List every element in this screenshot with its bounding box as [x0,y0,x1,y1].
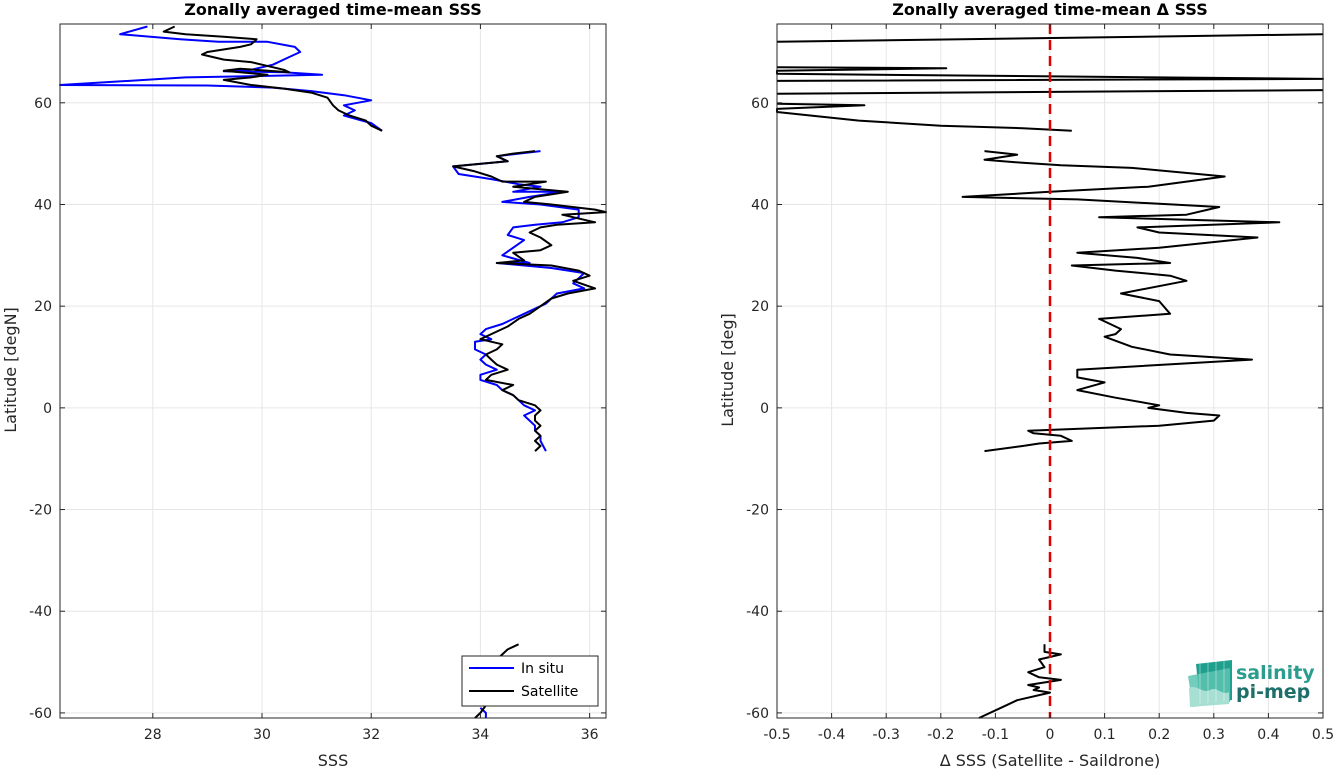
delta-sss-series-delta-line [978,644,1062,719]
logo-wave-icon [1188,660,1232,707]
delta-sss-series-delta-line [776,33,1324,43]
delta-sss-y-tick-label: -40 [746,604,769,620]
sss-series-in-situ-line [59,25,383,132]
legend: In situ Satellite [461,655,599,707]
delta-sss-x-tick-label: -0.5 [763,727,790,743]
sss-y-tick-label: -60 [29,706,52,722]
sss-x-tick-label: 36 [581,727,599,743]
delta-sss-y-tick-label: 0 [760,401,769,417]
sss-y-tick-label: 20 [34,299,52,315]
legend-satellite-label: Satellite [521,684,578,700]
delta-sss-y-tick-label: -60 [746,706,769,722]
sss-x-axis-label: SSS [318,751,348,769]
sss-ticks: 28 30 32 34 36 -60 -40 -20 0 20 40 60 [29,24,606,743]
sss-y-tick-label: 60 [34,96,52,112]
delta-sss-series-delta-line [961,150,1281,453]
logo-text-salinity: salinity [1236,662,1315,684]
delta-sss-y-axis-label: Latitude [deg] [718,313,737,427]
salinity-pi-mep-logo: salinity pi-mep [1188,660,1315,707]
sss-series-satellite-line [162,25,383,132]
sss-y-tick-label: -20 [29,503,52,519]
delta-sss-x-axis-label: Δ SSS (Satellite - Saildrone) [940,751,1161,769]
sss-x-tick-label: 32 [362,727,380,743]
delta-sss-y-tick-label: 40 [751,197,769,213]
sss-y-tick-label: 40 [34,197,52,213]
delta-sss-title: Zonally averaged time-mean Δ SSS [892,0,1208,19]
logo-text-pi-mep: pi-mep [1236,681,1310,703]
delta-sss-panel: -0.5 -0.4 -0.3 -0.2 -0.1 0 0.1 0.2 0.3 0.4 0.5 -60 -… [718,0,1334,769]
delta-sss-x-tick-label: -0.4 [818,727,845,743]
sss-series-satellite-line [452,150,607,452]
delta-sss-x-tick-label: 0.2 [1148,727,1170,743]
sss-y-tick-label: -40 [29,604,52,620]
delta-sss-x-tick-label: 0.5 [1312,727,1334,743]
sss-y-tick-label: 0 [43,401,52,417]
delta-sss-ticks: -0.5 -0.4 -0.3 -0.2 -0.1 0 0.1 0.2 0.3 0.4 0.5 -60 -… [746,24,1334,743]
sss-x-tick-label: 34 [472,727,490,743]
sss-x-tick-label: 28 [144,727,162,743]
delta-sss-x-tick-label: -0.2 [927,727,954,743]
delta-sss-y-tick-label: -20 [746,503,769,519]
delta-sss-x-tick-label: -0.3 [873,727,900,743]
delta-sss-y-tick-label: 20 [751,299,769,315]
delta-sss-y-tick-label: 60 [751,96,769,112]
delta-sss-x-tick-label: 0 [1046,727,1055,743]
sss-y-axis-label: Latitude [degN] [1,307,20,433]
delta-sss-x-tick-label: -0.1 [982,727,1009,743]
sss-x-tick-label: 30 [253,727,271,743]
delta-sss-x-tick-label: 0.3 [1203,727,1225,743]
delta-sss-series-delta-line [776,102,1072,132]
sss-title: Zonally averaged time-mean SSS [184,0,482,19]
delta-sss-x-tick-label: 0.4 [1257,727,1279,743]
sss-panel: 28 30 32 34 36 -60 -40 -20 0 20 40 60 Zonally avera… [1,0,607,769]
delta-sss-x-tick-label: 0.1 [1093,727,1115,743]
sss-grid [60,24,606,718]
legend-in-situ-label: In situ [521,661,564,677]
